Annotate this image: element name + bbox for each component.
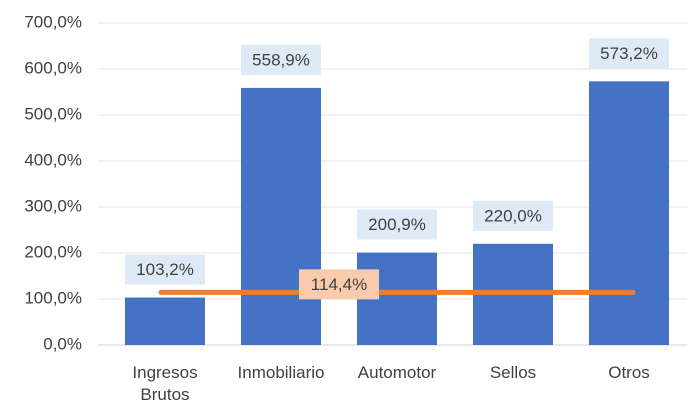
reference-label-box (299, 269, 379, 300)
value-label: 103,2% (136, 260, 194, 279)
value-label-box (241, 44, 321, 75)
y-tick-label: 0,0% (43, 334, 82, 353)
y-tick-label: 600,0% (24, 58, 82, 77)
x-tick-label: Sellos (489, 363, 537, 382)
y-tick-label: 400,0% (24, 150, 82, 169)
reference-label: 114,4% (311, 275, 367, 294)
x-tick-label: Automotor (357, 363, 437, 382)
value-label: 220,0% (484, 206, 542, 225)
value-label: 200,9% (368, 215, 426, 234)
y-tick-label: 700,0% (24, 12, 82, 31)
bar (588, 81, 670, 345)
value-label-box (125, 254, 205, 285)
value-label: 573,2% (600, 44, 658, 63)
y-tick-label: 300,0% (24, 196, 82, 215)
x-tick-label: Inmobiliario (237, 363, 325, 382)
value-label: 558,9% (252, 50, 310, 69)
x-tick-label: Ingresos Brutos (132, 363, 198, 404)
y-tick-label: 100,0% (24, 288, 82, 307)
bar (240, 87, 322, 345)
value-label-box (357, 209, 437, 240)
y-tick-label: 200,0% (24, 242, 82, 261)
bar (124, 297, 206, 345)
value-label-box (473, 200, 553, 231)
x-tick-label: Otros (608, 363, 650, 382)
y-tick-label: 500,0% (24, 104, 82, 123)
value-label-box (589, 38, 669, 69)
